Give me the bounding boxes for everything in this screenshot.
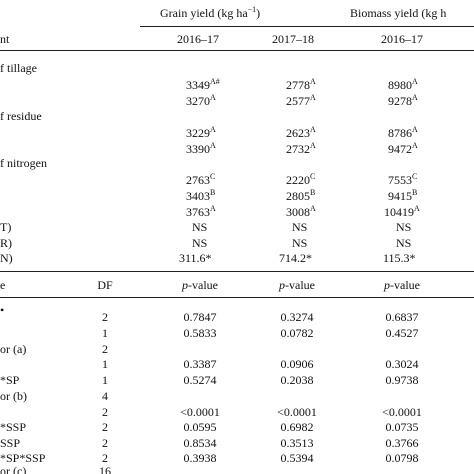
anova-source: or (c) xyxy=(0,464,27,474)
cell-biomass-1: NS xyxy=(396,220,412,234)
cell-grain-1: 3390A xyxy=(186,141,216,157)
header-underline xyxy=(140,26,474,27)
group-label-nitrogen: f nitrogen xyxy=(0,156,47,170)
anova-p3: 0.0735 xyxy=(385,420,419,434)
anova-source: *SP xyxy=(0,373,20,387)
anova-p2: 0.5394 xyxy=(280,451,314,465)
cell-grain-2: 714.2* xyxy=(279,251,312,265)
anova-p1: 0.5833 xyxy=(183,326,217,340)
lsd-label: R) xyxy=(0,236,12,250)
cell-biomass-1: 8980A xyxy=(388,77,418,93)
cell-grain-2: NS xyxy=(292,236,308,250)
anova-p2: 0.3513 xyxy=(280,436,314,450)
anova-p2: 0.2038 xyxy=(280,373,314,387)
anova-source: *SSP xyxy=(0,420,27,434)
anova-df: 1 xyxy=(102,373,108,387)
anova-p3: 0.9738 xyxy=(385,373,419,387)
anova-source-header: e xyxy=(0,278,6,292)
anova-p2: 0.3274 xyxy=(280,310,314,324)
cell-grain-1: 3349A# xyxy=(186,77,220,93)
cell-grain-2: 2805B xyxy=(286,188,316,204)
anova-source: • xyxy=(0,303,5,317)
anova-p3: 0.6837 xyxy=(385,310,419,324)
cell-grain-2: 2778A xyxy=(286,77,316,93)
year-biomass-1: 2016–17 xyxy=(381,32,423,46)
cell-biomass-1: 9278A xyxy=(388,93,418,109)
anova-df: 1 xyxy=(102,326,108,340)
cell-grain-1: 311.6* xyxy=(179,251,212,265)
group-label-residue: f residue xyxy=(0,109,42,123)
anova-p2: 0.0782 xyxy=(280,326,314,340)
cell-biomass-1: 7553C xyxy=(388,172,418,188)
cell-biomass-1: 9415B xyxy=(388,188,418,204)
cell-grain-2: 2220C xyxy=(286,172,316,188)
cell-grain-1: NS xyxy=(192,236,208,250)
anova-p1: 0.7847 xyxy=(183,310,217,324)
anova-p3: 0.0798 xyxy=(385,451,419,465)
anova-p2: 0.6982 xyxy=(280,420,314,434)
anova-p1: 0.5274 xyxy=(183,373,217,387)
cell-biomass-1: 10419A xyxy=(384,204,420,220)
anova-source: or (b) xyxy=(0,389,27,403)
anova-df: 2 xyxy=(102,420,108,434)
cell-grain-2: 2623A xyxy=(286,125,316,141)
anova-p3: 0.3024 xyxy=(385,357,419,371)
anova-df: 16 xyxy=(99,464,111,474)
cell-grain-2: 2577A xyxy=(286,93,316,109)
anova-df: 2 xyxy=(102,342,108,356)
anova-df: 2 xyxy=(102,310,108,324)
cell-grain-1: 3270A xyxy=(186,93,216,109)
anova-p3: <0.0001 xyxy=(382,405,422,419)
cell-biomass-1: 8786A xyxy=(388,125,418,141)
cell-grain-2: 3008A xyxy=(286,204,316,220)
cell-grain-1: NS xyxy=(192,220,208,234)
anova-header-rule xyxy=(0,297,474,298)
anova-df: 2 xyxy=(102,436,108,450)
cell-grain-2: NS xyxy=(292,220,308,234)
anova-df: 4 xyxy=(102,389,108,403)
anova-p2: 0.0906 xyxy=(280,357,314,371)
grain-yield-title: Grain yield (kg ha−1) xyxy=(160,5,261,21)
anova-p2: <0.0001 xyxy=(277,405,317,419)
cell-grain-1: 2763C xyxy=(186,172,216,188)
lsd-label: T) xyxy=(0,220,12,234)
cell-grain-1: 3763A xyxy=(186,204,216,220)
anova-df: 2 xyxy=(102,451,108,465)
year-grain-2: 2017–18 xyxy=(272,32,314,46)
anova-p1: 0.0595 xyxy=(183,420,217,434)
mid-rule xyxy=(0,271,474,272)
anova-source: SSP xyxy=(0,436,21,450)
cell-grain-2: 2732A xyxy=(286,141,316,157)
anova-p1: 0.3938 xyxy=(183,451,217,465)
cell-biomass-1: 115.3* xyxy=(383,251,416,265)
anova-df: 1 xyxy=(102,357,108,371)
header-bottom-rule xyxy=(0,50,474,51)
anova-source: or (a) xyxy=(0,342,27,356)
anova-p-header: p-value xyxy=(279,278,315,292)
lsd-label: N) xyxy=(0,251,13,265)
cell-biomass-1: NS xyxy=(396,236,412,250)
anova-p1: 0.3387 xyxy=(183,357,217,371)
cell-grain-1: 3403B xyxy=(186,188,216,204)
row-label-header: nt xyxy=(0,32,10,46)
anova-p3: 0.3766 xyxy=(385,436,419,450)
anova-df-header: DF xyxy=(97,278,113,292)
group-label-tillage: f tillage xyxy=(0,61,37,75)
cell-biomass-1: 9472A xyxy=(388,141,418,157)
year-grain-1: 2016–17 xyxy=(177,32,219,46)
anova-df: 2 xyxy=(102,405,108,419)
anova-p-header: p-value xyxy=(384,278,420,292)
anova-source: *SP*SSP xyxy=(0,451,46,465)
anova-p1: <0.0001 xyxy=(180,405,220,419)
anova-p-header: p-value xyxy=(182,278,218,292)
anova-p3: 0.4527 xyxy=(385,326,419,340)
biomass-yield-title: Biomass yield (kg h xyxy=(350,6,447,20)
anova-p1: 0.8534 xyxy=(183,436,217,450)
cell-grain-1: 3229A xyxy=(186,125,216,141)
